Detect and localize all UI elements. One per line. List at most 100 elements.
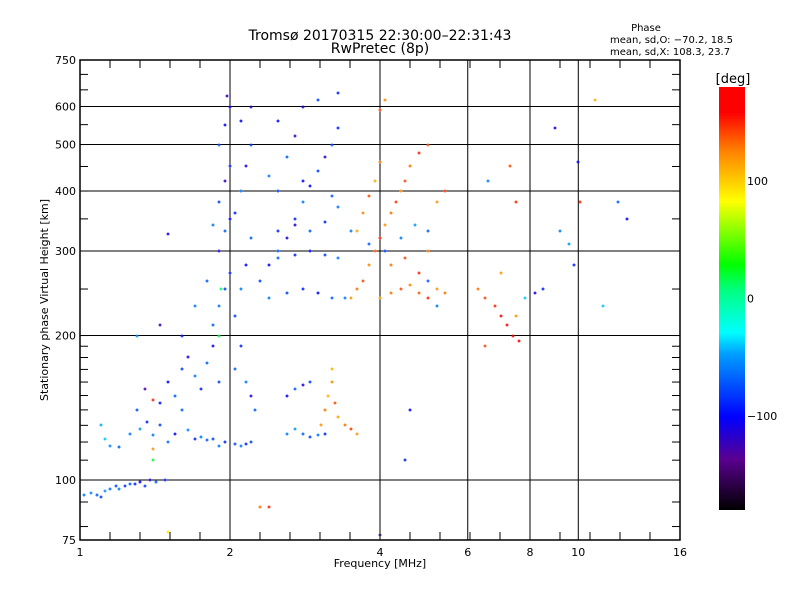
x-tick-label: 16 — [673, 546, 687, 559]
data-point — [95, 493, 99, 497]
data-point — [523, 296, 527, 300]
data-point — [361, 279, 365, 283]
data-point — [211, 437, 215, 441]
data-point — [143, 387, 147, 391]
y-tick-label: 100 — [55, 474, 76, 487]
data-point — [244, 263, 248, 267]
data-point — [199, 387, 203, 391]
data-point — [330, 380, 334, 384]
data-point — [417, 151, 421, 155]
data-point — [217, 200, 221, 204]
data-point — [399, 287, 403, 291]
data-point — [443, 291, 447, 295]
data-point — [316, 98, 320, 102]
data-point — [108, 444, 112, 448]
data-point — [389, 291, 393, 295]
data-point — [193, 304, 197, 308]
data-point — [258, 505, 262, 509]
data-point — [541, 287, 545, 291]
y-tick-label: 300 — [55, 245, 76, 258]
data-point — [308, 184, 312, 188]
data-point — [383, 249, 387, 253]
data-point — [166, 530, 170, 534]
data-point — [336, 126, 340, 130]
x-tick-label: 2 — [227, 546, 234, 559]
data-point — [330, 194, 334, 198]
data-point — [180, 367, 184, 371]
grid-lines — [80, 60, 680, 540]
data-point — [138, 480, 142, 484]
data-point — [616, 200, 620, 204]
data-point — [128, 432, 132, 436]
data-point — [308, 229, 312, 233]
data-point — [316, 433, 320, 437]
data-point — [223, 287, 227, 291]
y-tick-label: 75 — [62, 534, 76, 547]
data-point — [151, 458, 155, 462]
phase-info-heading: Phase — [631, 23, 661, 34]
data-point — [408, 283, 412, 287]
data-point — [435, 200, 439, 204]
data-point — [99, 495, 103, 499]
data-point — [219, 287, 223, 291]
data-point — [193, 374, 197, 378]
data-point — [367, 263, 371, 267]
data-point — [193, 437, 197, 441]
chart-subtitle: RwPretec (8p) — [331, 41, 429, 57]
data-point — [514, 200, 518, 204]
data-point — [217, 143, 221, 147]
data-point — [301, 105, 305, 109]
chart-title: Tromsø 20170315 22:30:00–22:31:43 — [248, 28, 512, 44]
data-point — [249, 394, 253, 398]
data-point — [166, 232, 170, 236]
data-point — [135, 334, 139, 338]
data-point — [572, 263, 576, 267]
data-point — [319, 423, 323, 427]
data-point — [426, 279, 430, 283]
data-point — [578, 200, 582, 204]
data-point — [483, 344, 487, 348]
data-point — [244, 164, 248, 168]
data-point — [173, 432, 177, 436]
data-point — [403, 256, 407, 260]
phase-info-x: mean, sd,X: 108.3, 23.7 — [610, 47, 730, 58]
y-tick-label: 500 — [55, 139, 76, 152]
data-point — [186, 355, 190, 359]
data-point — [511, 334, 515, 338]
data-point — [166, 440, 170, 444]
data-point — [217, 380, 221, 384]
data-point — [413, 223, 417, 227]
data-point — [217, 249, 221, 253]
data-point — [249, 105, 253, 109]
data-point — [123, 484, 127, 488]
data-point — [285, 291, 289, 295]
data-point — [276, 229, 280, 233]
data-point — [151, 433, 155, 437]
data-point — [558, 229, 562, 233]
data-point — [514, 314, 518, 318]
data-point — [625, 217, 629, 221]
data-point — [601, 304, 605, 308]
data-point — [239, 119, 243, 123]
data-point — [267, 505, 271, 509]
data-point — [293, 217, 297, 221]
data-point — [293, 427, 297, 431]
data-point — [239, 189, 243, 193]
data-point — [293, 387, 297, 391]
data-point — [435, 287, 439, 291]
data-point — [239, 287, 243, 291]
data-point — [143, 484, 147, 488]
data-point — [355, 432, 359, 436]
y-tick-label: 750 — [55, 54, 76, 67]
data-point — [276, 119, 280, 123]
data-point — [158, 401, 162, 405]
data-point — [217, 444, 221, 448]
data-point — [145, 420, 149, 424]
data-point — [217, 304, 221, 308]
data-point — [114, 484, 118, 488]
data-point — [426, 229, 430, 233]
data-point — [199, 435, 203, 439]
data-point — [138, 427, 142, 431]
data-point — [211, 223, 215, 227]
y-tick-label: 600 — [55, 101, 76, 114]
